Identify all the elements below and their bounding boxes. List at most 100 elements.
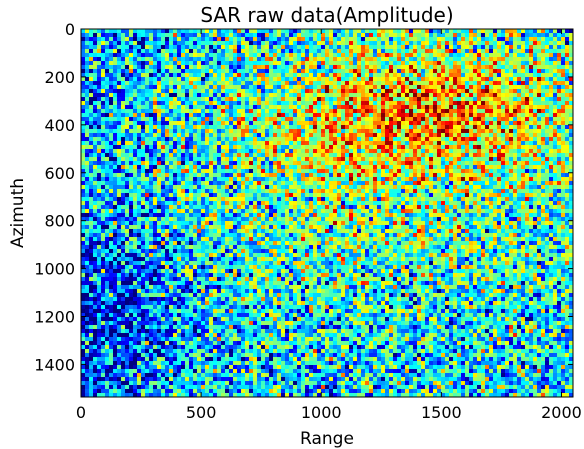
heatmap-cell	[453, 93, 457, 97]
heatmap-cell	[541, 181, 545, 185]
heatmap-cell	[173, 185, 177, 189]
heatmap-cell	[525, 73, 529, 77]
heatmap-cell	[209, 101, 213, 105]
heatmap-cell	[453, 109, 457, 113]
heatmap-cell	[245, 89, 249, 93]
heatmap-cell	[233, 73, 237, 77]
heatmap-cell	[485, 85, 489, 89]
heatmap-cell	[189, 53, 193, 57]
heatmap-cell	[353, 49, 357, 53]
heatmap-cell	[489, 97, 493, 101]
heatmap-cell	[429, 109, 433, 113]
heatmap-cell	[89, 125, 93, 129]
heatmap-cell	[217, 121, 221, 125]
heatmap-cell	[245, 45, 249, 49]
heatmap-cell	[101, 133, 105, 137]
heatmap-cell	[117, 149, 121, 153]
heatmap-cell	[245, 49, 249, 53]
heatmap-cell	[257, 141, 261, 145]
heatmap-cell	[265, 177, 269, 181]
heatmap-cell	[381, 73, 385, 77]
heatmap-cell	[353, 77, 357, 81]
heatmap-cell	[541, 85, 545, 89]
heatmap-cell	[393, 145, 397, 149]
heatmap-cell	[417, 37, 421, 41]
heatmap-cell	[505, 89, 509, 93]
heatmap-cell	[121, 93, 125, 97]
heatmap-cell	[245, 97, 249, 101]
heatmap-cell	[565, 89, 569, 93]
heatmap-cell	[513, 141, 517, 145]
heatmap-cell	[449, 157, 453, 161]
heatmap-cell	[505, 85, 509, 89]
heatmap-cell	[165, 85, 169, 89]
heatmap-cell	[537, 149, 541, 153]
heatmap-cell	[481, 177, 485, 181]
heatmap-cell	[449, 129, 453, 133]
heatmap-cell	[465, 129, 469, 133]
heatmap-cell	[221, 149, 225, 153]
heatmap-cell	[441, 65, 445, 69]
heatmap-cell	[533, 173, 537, 177]
heatmap-cell	[425, 133, 429, 137]
heatmap-cell	[437, 121, 441, 125]
heatmap-cell	[521, 185, 525, 189]
heatmap-cell	[509, 101, 513, 105]
heatmap-cell	[105, 117, 109, 121]
heatmap-cell	[97, 61, 101, 65]
heatmap-cell	[189, 33, 193, 37]
heatmap-cell	[209, 113, 213, 117]
heatmap-cell	[313, 65, 317, 69]
heatmap-cell	[105, 49, 109, 53]
heatmap-cell	[269, 129, 273, 133]
heatmap-cell	[429, 97, 433, 101]
heatmap-cell	[493, 153, 497, 157]
heatmap-cell	[449, 89, 453, 93]
heatmap-cell	[497, 173, 501, 177]
heatmap-cell	[565, 157, 569, 161]
heatmap-cell	[441, 157, 445, 161]
heatmap-cell	[209, 177, 213, 181]
heatmap-cell	[333, 85, 337, 89]
heatmap-cell	[361, 53, 365, 57]
heatmap-cell	[209, 157, 213, 161]
heatmap-cell	[193, 113, 197, 117]
heatmap-cell	[241, 41, 245, 45]
heatmap-cell	[109, 85, 113, 89]
heatmap-cell	[385, 145, 389, 149]
heatmap-cell	[389, 145, 393, 149]
heatmap-cell	[361, 93, 365, 97]
heatmap-cell	[153, 85, 157, 89]
heatmap-cell	[221, 89, 225, 93]
heatmap-cell	[401, 29, 405, 33]
heatmap-cell	[289, 61, 293, 65]
heatmap-cell	[233, 53, 237, 57]
heatmap-cell	[353, 177, 357, 181]
heatmap-cell	[457, 169, 461, 173]
heatmap-cell	[85, 49, 89, 53]
heatmap-cell	[269, 77, 273, 81]
heatmap-cell	[505, 149, 509, 153]
heatmap-cell	[373, 81, 377, 85]
heatmap-cell	[325, 45, 329, 49]
heatmap-cell	[561, 37, 565, 41]
heatmap-cell	[129, 165, 133, 169]
heatmap-cell	[237, 177, 241, 181]
heatmap-cell	[561, 89, 565, 93]
heatmap-cell	[81, 149, 85, 153]
heatmap-cell	[305, 149, 309, 153]
heatmap-cell	[565, 185, 569, 189]
heatmap-cell	[257, 137, 261, 141]
heatmap-cell	[317, 177, 321, 181]
heatmap-cell	[417, 153, 421, 157]
heatmap-cell	[133, 101, 137, 105]
heatmap-cell	[293, 69, 297, 73]
heatmap-cell	[501, 77, 505, 81]
heatmap-cell	[417, 109, 421, 113]
heatmap-cell	[529, 173, 533, 177]
heatmap-cell	[453, 97, 457, 101]
heatmap-cell	[217, 145, 221, 149]
heatmap-cell	[149, 77, 153, 81]
heatmap-cell	[209, 161, 213, 165]
heatmap-cell	[513, 129, 517, 133]
